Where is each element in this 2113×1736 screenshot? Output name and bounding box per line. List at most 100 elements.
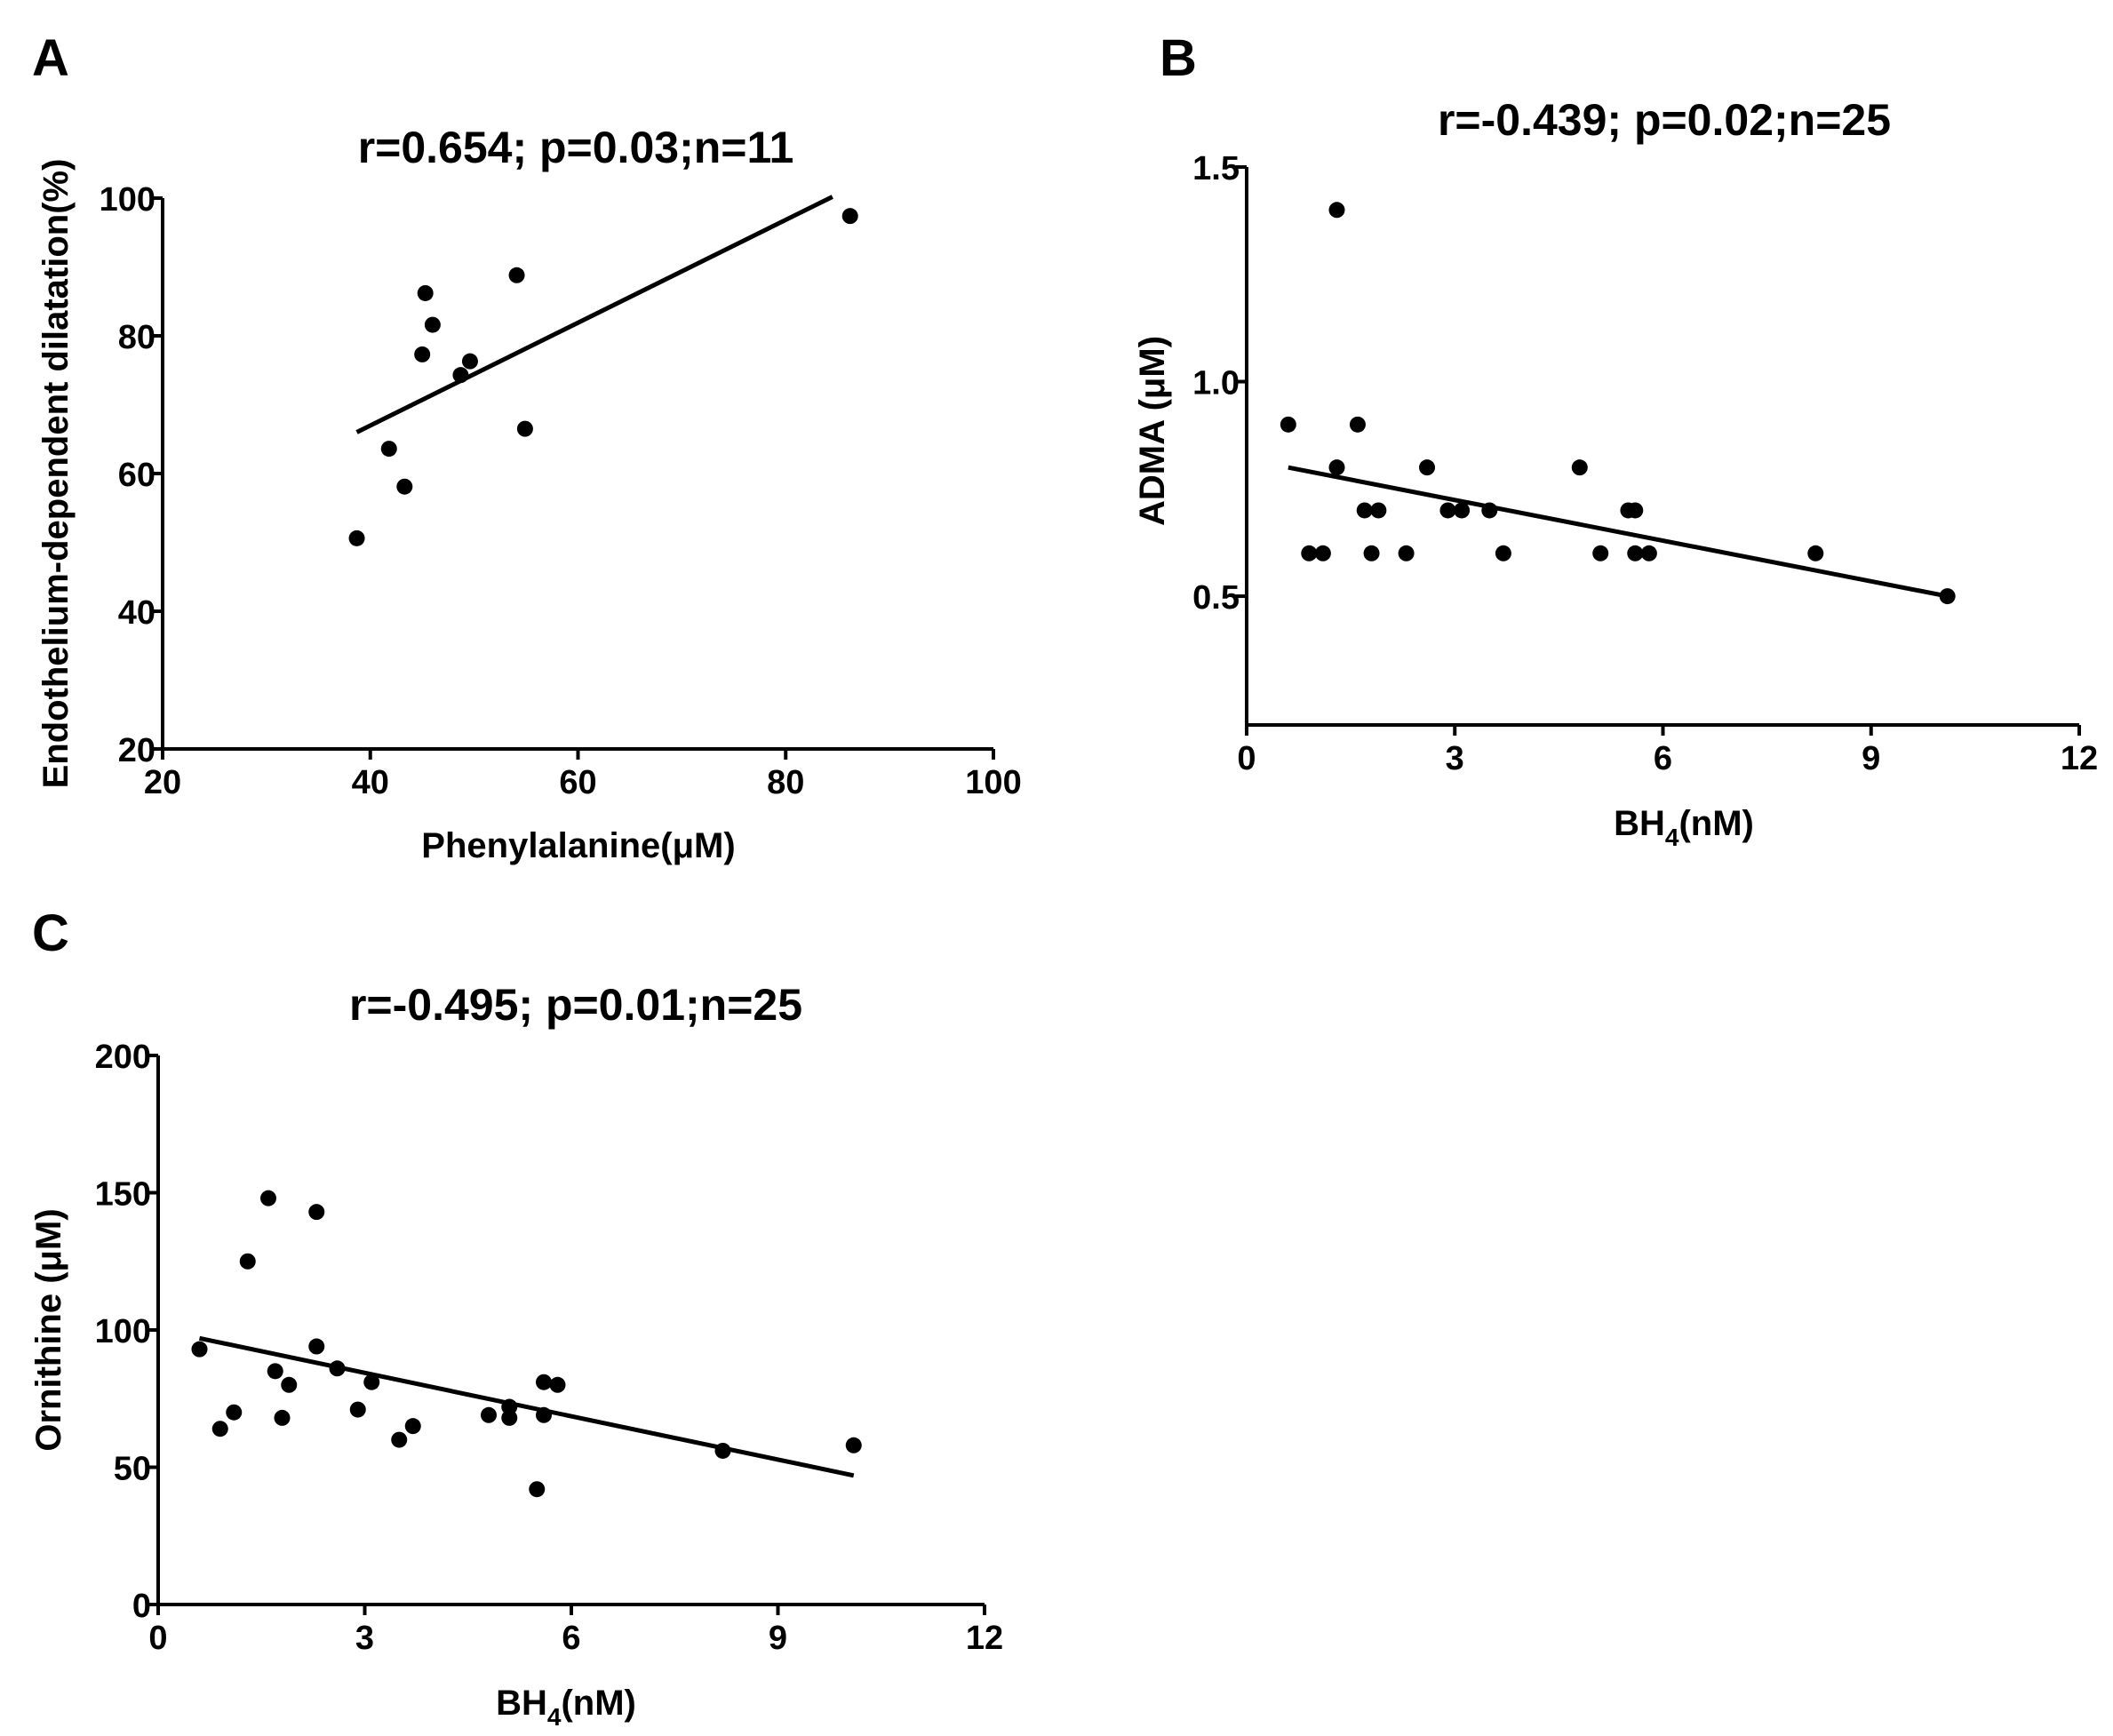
y-tick-label: 1.5 xyxy=(1192,150,1240,187)
y-tick-label: 60 xyxy=(118,457,155,494)
x-tick-label: 3 xyxy=(355,1620,374,1657)
x-axis-label-suffix: (nM) xyxy=(1678,804,1753,843)
data-point xyxy=(1280,416,1296,433)
data-point xyxy=(380,441,397,458)
panel-a: A r=0.654; p=0.03;n=11 20 40 60 80 100 20 40 6… xyxy=(32,29,1022,865)
data-point xyxy=(1439,502,1456,519)
panel-b: B r=-0.439; p=0.02;n=25 0 3 6 9 12 0.5 1.0 1.5… xyxy=(1133,29,2098,851)
data-point xyxy=(1454,502,1471,519)
y-tick-label: 40 xyxy=(118,594,155,632)
x-tick-label: 3 xyxy=(1446,740,1464,777)
plot-marks xyxy=(1280,202,1956,605)
data-point xyxy=(267,1363,283,1380)
chart-title: r=-0.495; p=0.01;n=25 xyxy=(349,980,802,1030)
plot-marks xyxy=(191,1190,862,1498)
panel-letter: A xyxy=(32,29,69,87)
data-point xyxy=(391,1431,408,1448)
data-point xyxy=(417,284,434,301)
data-point xyxy=(396,478,413,495)
x-tick-label: 6 xyxy=(562,1620,580,1657)
y-axis-ticks: 20 40 60 80 100 xyxy=(100,181,163,769)
y-axis-label: ADMA (μM) xyxy=(1133,336,1172,526)
panel-letter: C xyxy=(32,904,69,962)
data-point xyxy=(1627,545,1644,561)
x-tick-label: 40 xyxy=(352,764,389,801)
panel-c: C r=-0.495; p=0.01;n=25 0 3 6 9 12 0 50 100 150… xyxy=(29,904,1003,1731)
data-point xyxy=(845,1437,862,1453)
x-axis-label: Phenylalanine(μM) xyxy=(421,826,735,865)
data-point xyxy=(481,1406,497,1423)
data-point xyxy=(226,1404,243,1421)
x-axis-label-main: BH xyxy=(496,1684,547,1723)
data-point xyxy=(508,267,525,283)
data-point xyxy=(349,1401,366,1418)
y-tick-label: 150 xyxy=(95,1176,151,1214)
data-point xyxy=(191,1341,208,1358)
data-point xyxy=(1356,502,1373,519)
x-axis-label-main: BH xyxy=(1614,804,1665,843)
data-point xyxy=(274,1409,291,1426)
x-tick-label: 9 xyxy=(769,1620,787,1657)
x-axis-label-subscript: 4 xyxy=(1665,824,1679,851)
x-tick-label: 12 xyxy=(966,1620,1003,1657)
data-point xyxy=(1939,588,1956,605)
data-point xyxy=(211,1421,228,1437)
regression-line xyxy=(198,1335,855,1478)
y-tick-label: 80 xyxy=(118,319,155,356)
data-point xyxy=(1419,459,1436,476)
data-point xyxy=(1314,545,1331,561)
data-point xyxy=(536,1406,552,1423)
x-tick-label: 100 xyxy=(965,764,1021,801)
data-point xyxy=(549,1376,566,1393)
data-point xyxy=(308,1204,325,1221)
y-tick-label: 1.0 xyxy=(1192,365,1240,402)
y-tick-label: 100 xyxy=(100,181,155,219)
data-point xyxy=(841,208,858,225)
data-point xyxy=(714,1442,731,1459)
data-point xyxy=(1363,545,1380,561)
data-point xyxy=(260,1190,276,1206)
axes xyxy=(161,198,993,751)
x-axis-ticks: 20 40 60 80 100 xyxy=(144,749,1022,801)
data-point xyxy=(516,420,533,437)
chart-title: r=0.654; p=0.03;n=11 xyxy=(358,123,794,172)
data-point xyxy=(281,1376,298,1393)
x-tick-label: 6 xyxy=(1654,740,1672,777)
y-axis-ticks: 0.5 1.0 1.5 xyxy=(1192,150,1247,617)
data-point xyxy=(1640,545,1657,561)
chart-title: r=-0.439; p=0.02;n=25 xyxy=(1438,95,1891,145)
data-point xyxy=(1495,545,1511,561)
axes xyxy=(156,1055,985,1606)
y-tick-label: 50 xyxy=(114,1451,151,1488)
data-point xyxy=(452,367,469,384)
data-point xyxy=(501,1398,518,1415)
data-point xyxy=(239,1253,256,1270)
x-axis-label-suffix: (nM) xyxy=(561,1684,635,1723)
data-point xyxy=(1328,202,1345,219)
data-point xyxy=(363,1374,380,1390)
data-point xyxy=(329,1360,346,1377)
x-tick-label: 20 xyxy=(144,764,181,801)
data-point xyxy=(536,1374,552,1390)
x-tick-label: 60 xyxy=(559,764,596,801)
x-axis-ticks: 0 3 6 9 12 xyxy=(1237,725,2098,777)
y-tick-label: 0.5 xyxy=(1192,579,1240,617)
y-axis-label: Endothelium-dependent dilatation(%) xyxy=(36,159,76,789)
data-point xyxy=(461,353,478,370)
y-axis-label: Ornithine (μM) xyxy=(29,1208,68,1451)
data-point xyxy=(529,1481,546,1498)
data-point xyxy=(424,316,441,333)
x-axis-label: BH4(nM) xyxy=(1614,804,1754,851)
x-tick-label: 12 xyxy=(2061,740,2098,777)
y-axis-ticks: 0 50 100 150 200 xyxy=(95,1039,158,1625)
data-point xyxy=(1301,545,1318,561)
data-point xyxy=(348,530,365,546)
y-tick-label: 20 xyxy=(118,732,155,769)
data-point xyxy=(1481,502,1498,519)
data-point xyxy=(1627,502,1644,519)
y-tick-label: 200 xyxy=(95,1039,151,1076)
axes xyxy=(1245,167,2079,727)
data-point xyxy=(1349,416,1366,433)
data-point xyxy=(1807,545,1824,561)
